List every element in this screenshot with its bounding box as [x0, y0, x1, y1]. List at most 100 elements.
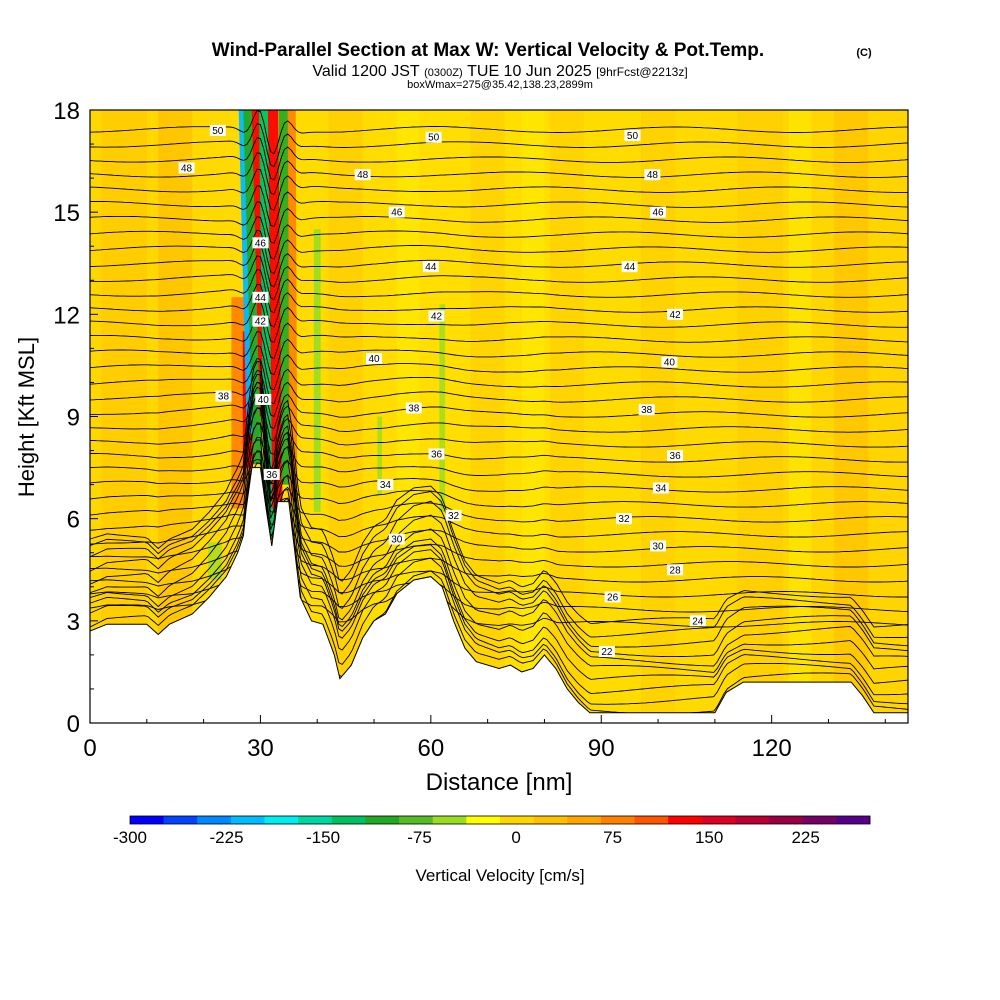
isentrope-line-32: [90, 268, 908, 314]
theta-label: 42: [431, 312, 443, 323]
isentrope-line-33: [90, 255, 908, 301]
theta-label-bg: [388, 533, 405, 545]
isentrope-line-28: [90, 331, 908, 376]
theta-label-bg: [405, 402, 422, 414]
theta-label-bg: [445, 509, 462, 521]
y-axis-label: Height [Kft MSL]: [14, 337, 39, 497]
velocity-patch-bg-9: [521, 110, 545, 723]
theta-label-bg: [422, 261, 439, 273]
theta-label-bg: [667, 450, 684, 462]
theta-label-bg: [650, 540, 667, 552]
colorbar-swatch: [230, 816, 265, 824]
theta-label: 50: [212, 126, 224, 137]
isentrope-line-9: [90, 361, 908, 628]
theta-label: 40: [258, 395, 270, 406]
isentrope-line-2: [90, 439, 908, 696]
colorbar-tick-label: 0: [511, 828, 520, 847]
theta-label-bg: [388, 206, 405, 218]
x-axis-label: Distance [nm]: [426, 769, 573, 796]
theta-label-bg: [209, 124, 226, 136]
x-tick-label: 0: [83, 735, 96, 762]
velocity-patch-bg-7: [834, 110, 869, 723]
x-tick-label: 90: [588, 735, 615, 762]
theta-label-bg: [638, 404, 655, 416]
theta-label: 38: [641, 405, 653, 416]
colorbar-frame: [129, 815, 871, 825]
theta-label-bg: [667, 564, 684, 576]
colorbar-tick-label: 150: [695, 828, 723, 847]
isentrope-line-7: [90, 382, 908, 648]
copyright-mark: (C): [856, 47, 872, 59]
colorbar-tick-label: -225: [210, 828, 244, 847]
colorbar-swatch: [836, 816, 871, 824]
terrain-shape: [90, 467, 908, 723]
velocity-patch-bg-3: [470, 110, 505, 723]
theta-label-bg: [354, 169, 371, 181]
isentrope-line-19: [90, 450, 908, 500]
theta-label: 38: [218, 392, 230, 403]
isentrope-line-15: [90, 490, 908, 553]
isentrope-labels: 50 48 50 50 48 48 46 46 46 44 44 44 42 42 42 40 40 40 38 38…: [178, 124, 706, 658]
theta-label-bg: [428, 310, 445, 322]
isentrope-line-24: [90, 381, 908, 430]
theta-label: 22: [601, 647, 613, 658]
theta-label: 42: [670, 310, 682, 321]
velocity-patch-bg-5: [641, 110, 676, 723]
theta-label-bg: [178, 162, 195, 174]
colorbar-swatch: [769, 816, 804, 824]
velocity-patch-bg-8: [396, 110, 420, 723]
isentrope-line-23: [90, 394, 908, 442]
isentrope-line-8: [90, 373, 908, 638]
isentrope-line-34: [90, 242, 908, 288]
theta-label-bg: [621, 261, 638, 273]
colorbar-label: Vertical Velocity [cm/s]: [415, 866, 584, 885]
isentrope-line-18: [90, 462, 908, 513]
isentrope-line-26: [90, 358, 908, 405]
y-tick-label: 9: [67, 405, 80, 432]
theta-label: 44: [624, 262, 636, 273]
theta-label-bg: [425, 131, 442, 143]
theta-label: 34: [380, 480, 392, 491]
theta-label: 32: [448, 511, 460, 522]
y-tick-label: 12: [53, 302, 80, 329]
theta-label: 46: [391, 208, 403, 219]
theta-label: 36: [266, 470, 278, 481]
colorbar: -300 -225 -150 -75 0 75 150 225: [113, 815, 871, 847]
theta-label-bg: [644, 169, 661, 181]
updraft-orange-band-3: [287, 110, 298, 502]
theta-label-bg: [624, 130, 641, 142]
valid-prefix: Valid 1200 JST: [312, 63, 420, 80]
isentrope-line-12: [90, 519, 908, 598]
isentrope-line-40: [90, 152, 908, 196]
plot-area: 50 48 50 50 48 48 46 46 46 44 44 44 42 42 42 40 40 40 38 38…: [90, 110, 908, 723]
theta-label: 26: [607, 592, 619, 603]
y-tick-label: 18: [53, 98, 80, 125]
weak-downdraft-band-2: [439, 304, 446, 512]
isentrope-line-4: [90, 407, 908, 673]
colorbar-tick-label: -150: [306, 828, 340, 847]
isentrope-line-16: [90, 481, 908, 538]
isentrope-line-21: [90, 422, 908, 470]
isentrope-line-13: [90, 509, 908, 583]
colorbar-swatch: [802, 816, 837, 824]
forecast-info: [9hrFcst@2213z]: [596, 65, 688, 79]
theta-label-bg: [252, 291, 269, 303]
theta-label: 48: [647, 170, 659, 181]
isentrope-line-42: [90, 123, 908, 168]
theta-label: 38: [408, 403, 420, 414]
theta-label-bg: [215, 390, 232, 402]
isentrope-line-43: [90, 110, 908, 155]
box-wmax-info: boxWmax=275@35.42,138.23,2899m: [407, 79, 593, 91]
theta-label: 40: [664, 358, 676, 369]
theta-label: 48: [181, 163, 193, 174]
theta-label: 36: [670, 451, 682, 462]
isentrope-line-30: [90, 299, 908, 343]
colorbar-tick-label: -300: [113, 828, 147, 847]
colorbar-swatch: [432, 816, 467, 824]
valid-utc: (0300Z): [424, 67, 463, 79]
theta-label-bg: [366, 353, 383, 365]
velocity-patch-bg-6: [737, 110, 784, 723]
isentrope-line-29: [90, 315, 908, 360]
